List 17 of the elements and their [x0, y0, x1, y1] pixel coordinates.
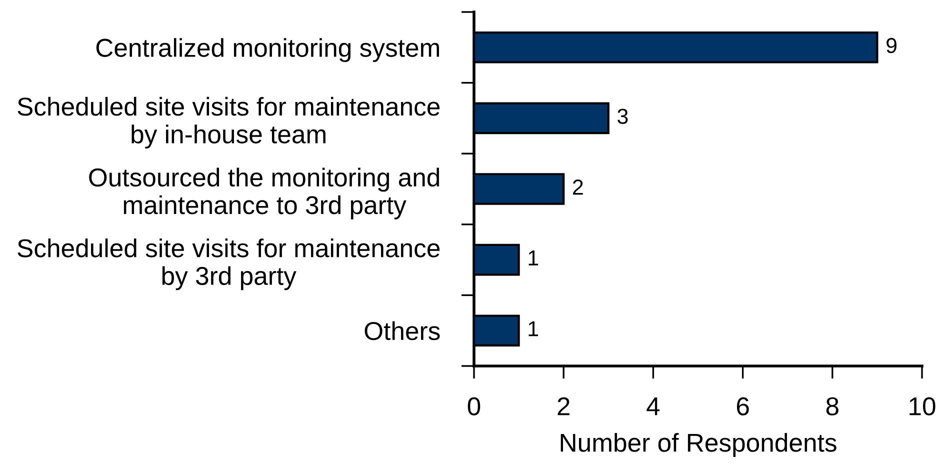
x-tick-label: 6 [736, 397, 749, 416]
y-tick-label: Scheduled site visits for maintenance by 3rd party [18, 238, 440, 290]
data-label: 2 [573, 180, 583, 195]
y-tick-label: Scheduled site visits for maintenance by in-house team [18, 96, 440, 149]
x-tick-label: 4 [646, 398, 660, 416]
x-axis-title: Number of Respondents [560, 433, 836, 457]
y-tick-label: Outsourced the monitoring and maintenance to 3rd party [89, 168, 440, 220]
x-tick-label: 2 [558, 397, 570, 416]
y-tick-label: Centralized monitoring system [96, 38, 439, 62]
data-label: 1 [528, 321, 538, 336]
data-label: 3 [618, 108, 628, 124]
data-label: 9 [886, 38, 896, 54]
x-tick-label: 10 [910, 397, 936, 416]
y-tick-label: Others [364, 321, 440, 340]
x-tick-label: 8 [826, 397, 838, 416]
data-label: 1 [528, 250, 538, 266]
x-tick-label: 0 [468, 397, 480, 416]
